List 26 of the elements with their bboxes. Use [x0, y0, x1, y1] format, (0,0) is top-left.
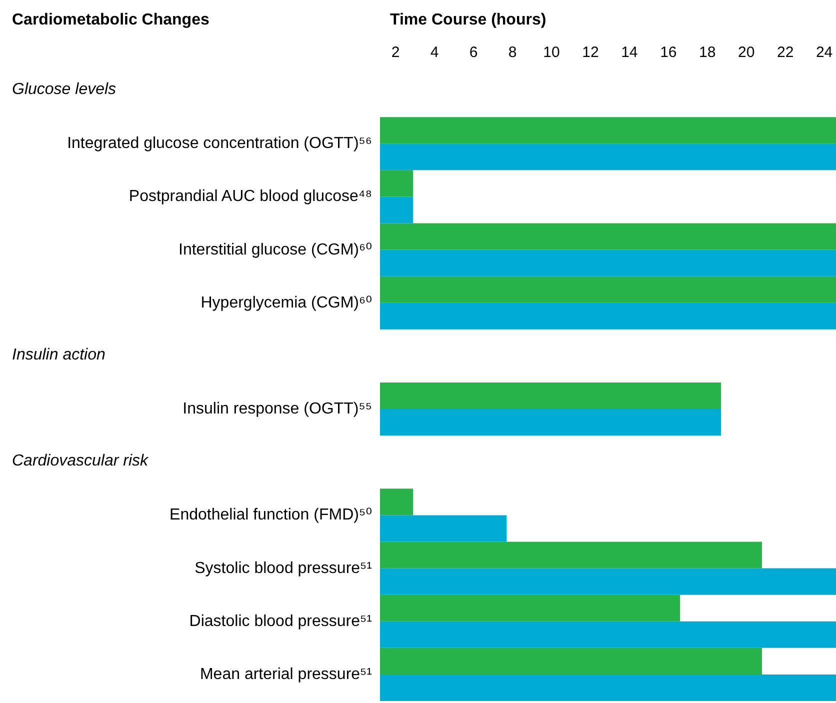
- y-tick-label: Mean arterial pressure⁵¹: [200, 666, 372, 683]
- x-tick-label: 14: [621, 44, 638, 61]
- y-tick-label: Interstitial glucose (CGM)⁶⁰: [178, 241, 372, 258]
- text: Cardiovascular risk: [12, 452, 150, 470]
- y-tick-label: Postprandial AUC blood glucose⁴⁸: [128, 188, 372, 206]
- y-tick-label: Diastolic blood pressure⁵¹: [189, 612, 372, 630]
- y-tick-label: Insulin response (OGTT)⁵⁵: [182, 400, 372, 418]
- x-tick-label: 24: [816, 44, 833, 61]
- y-tick-label: Endothelial function (FMD)⁵⁰: [170, 506, 372, 524]
- x-tick-label: 22: [776, 44, 794, 61]
- text: Insulin action: [12, 346, 106, 364]
- x-tick-label: 6: [469, 44, 478, 61]
- x-axis-title: Time Course (hours): [390, 12, 546, 28]
- x-tick-label: 2: [391, 44, 400, 61]
- y-tick-label: Hyperglycemia (CGM)⁶⁰: [200, 294, 372, 312]
- x-tick-label: 16: [660, 44, 677, 61]
- x-tick-label: 4: [430, 44, 439, 61]
- x-tick-label: 12: [582, 44, 599, 61]
- text: Glucose levels: [12, 81, 116, 98]
- y-tick-label: Integrated glucose concentration (OGTT)⁵⁶: [67, 135, 372, 152]
- x-tick-label: 8: [508, 44, 517, 61]
- y-axis-title: Cardiometabolic Changes: [12, 12, 210, 28]
- y-tick-label: Systolic blood pressure⁵¹: [194, 560, 372, 577]
- x-tick-label: 18: [699, 44, 716, 61]
- x-tick-label: 10: [543, 44, 560, 61]
- x-tick-label: 20: [738, 44, 755, 61]
